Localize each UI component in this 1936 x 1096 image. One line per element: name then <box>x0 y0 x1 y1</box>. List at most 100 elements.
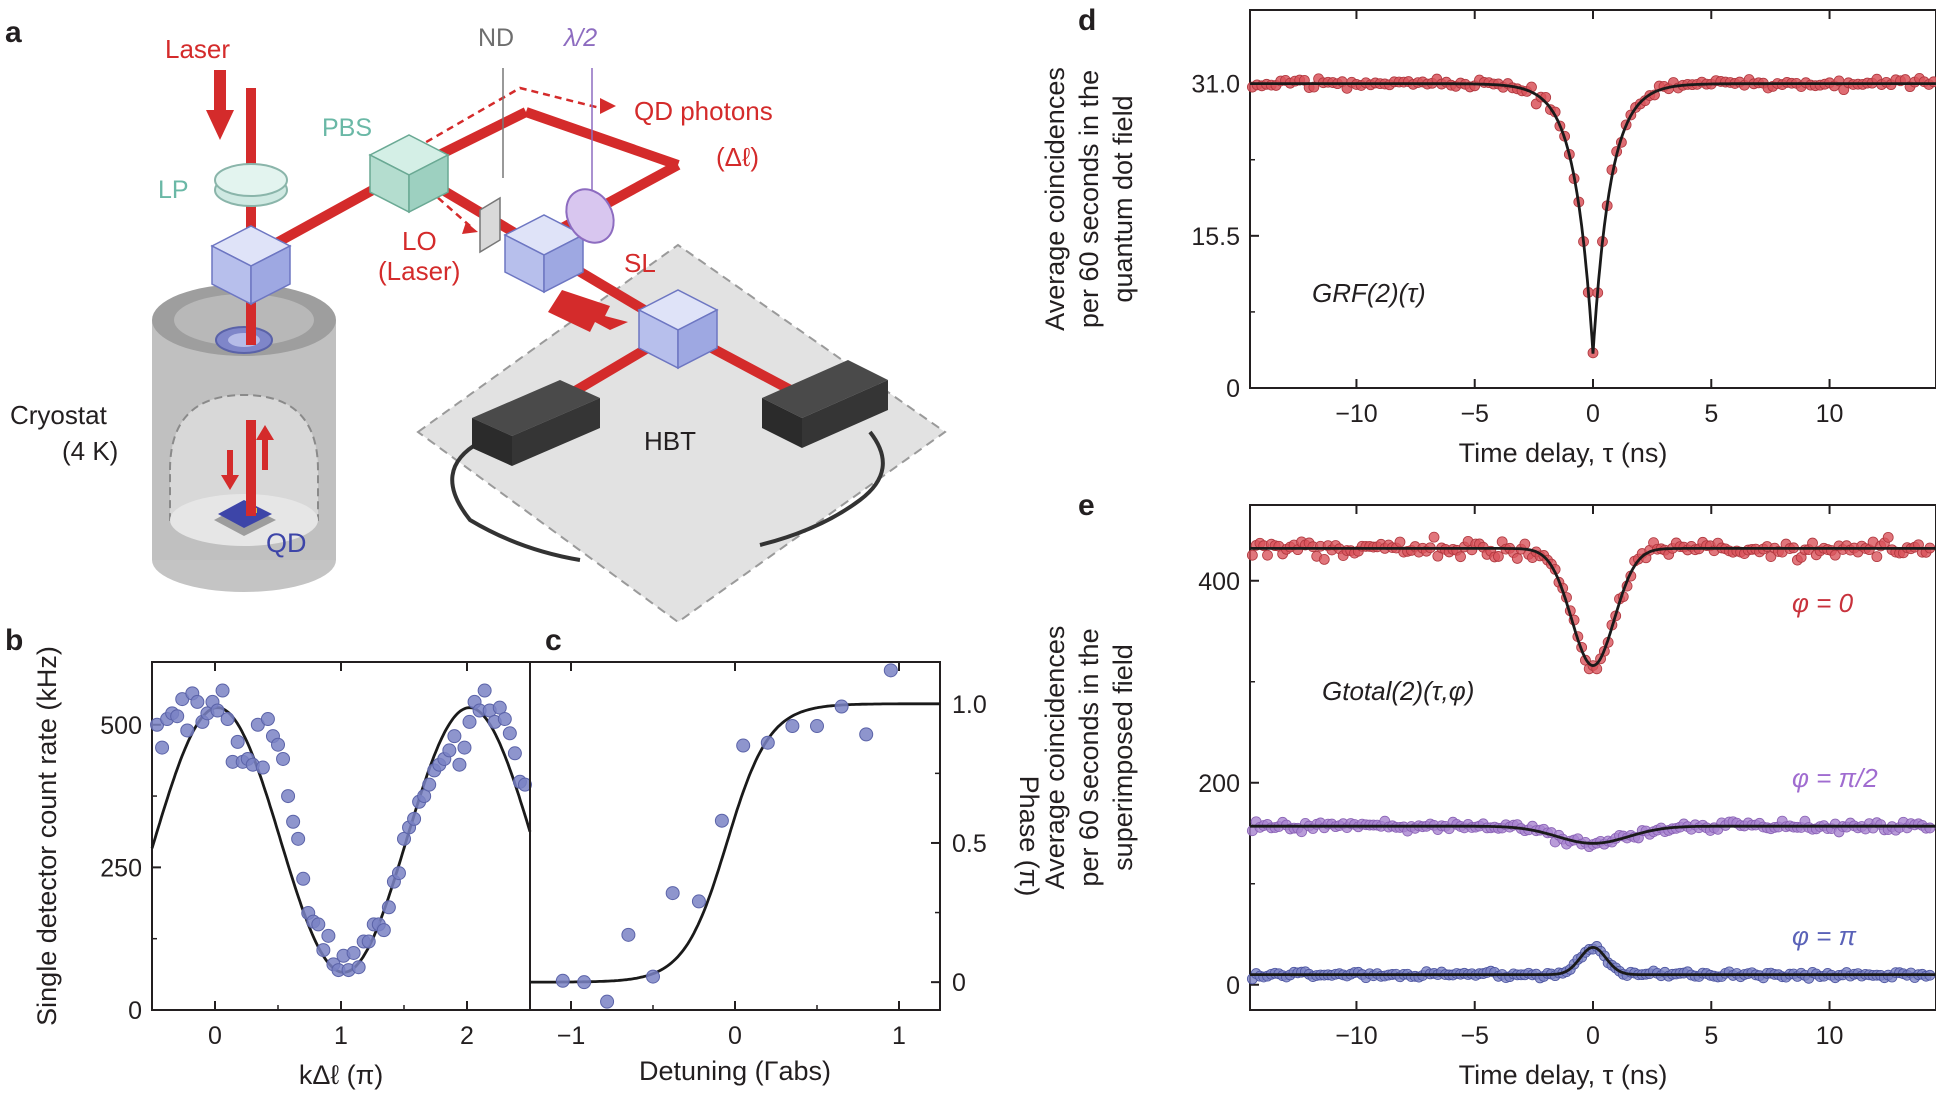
arrow-head <box>600 98 616 114</box>
data-point <box>646 969 660 984</box>
panel-label-c: c <box>545 624 562 657</box>
data-point <box>381 900 396 915</box>
data-point <box>457 740 472 755</box>
x-tick-label: 5 <box>1704 400 1718 428</box>
x-axis-label: kΔℓ (π) <box>299 1060 383 1090</box>
nd-filter <box>479 196 501 254</box>
y-tick-label: 31.0 <box>1191 71 1240 99</box>
data-point <box>321 928 336 943</box>
fit-curve <box>530 702 940 984</box>
data-point <box>1924 822 1936 834</box>
chart-e: −10 −5 0 5 10 0 200 400 Time delay, τ (ns) Averag… <box>1040 504 1936 1090</box>
data-point <box>492 700 507 715</box>
x-tick-label: 10 <box>1816 1022 1844 1050</box>
label-qd-photons: QD photons <box>634 96 773 126</box>
half-wave-plate <box>565 188 615 244</box>
qd-arrow-up <box>256 425 274 470</box>
data-point <box>502 726 517 741</box>
data-point <box>497 712 512 727</box>
panel-label-a: a <box>5 16 22 49</box>
plot-frame <box>529 661 941 1011</box>
data-point <box>311 917 326 932</box>
x-tick-label: −1 <box>557 1022 586 1050</box>
data-point <box>555 973 570 988</box>
y-axis-label: Phase (π) <box>1014 776 1044 897</box>
data-point <box>210 703 225 718</box>
label-lp: LP <box>158 176 189 204</box>
panel-label-d: d <box>1078 4 1096 37</box>
hbt-cube <box>637 289 719 370</box>
y-axis-label: Average coincidences per 60 seconds in th… <box>1040 67 1138 331</box>
y-axis-label-line: superimposed field <box>1108 644 1138 871</box>
fiber-right <box>759 430 885 547</box>
fit-curve <box>1250 547 1936 668</box>
data-point <box>1455 551 1466 563</box>
data-point <box>397 831 411 846</box>
data-point <box>1492 551 1504 562</box>
series-label: φ = 0 <box>1792 588 1854 618</box>
data-point <box>1882 531 1894 543</box>
data-point <box>291 831 306 846</box>
x-tick-label: 5 <box>1704 1022 1718 1050</box>
label-delta-l: (Δℓ) <box>716 142 759 172</box>
data-point <box>760 735 775 750</box>
detector-left <box>472 380 600 466</box>
cube-lower <box>210 225 292 306</box>
x-axis-label: Time delay, τ (ns) <box>1459 438 1668 468</box>
lp-filter <box>214 163 288 207</box>
x-tick-label: −10 <box>1335 1022 1377 1050</box>
data-point <box>1394 536 1406 548</box>
label-cryostat: Cryostat <box>10 400 108 430</box>
data-point <box>691 894 706 909</box>
y-axis-label-line: Average coincidences <box>1040 67 1070 331</box>
data-point <box>180 723 195 738</box>
data-point <box>1829 549 1841 561</box>
data-point <box>665 886 680 901</box>
detector-right <box>762 360 888 448</box>
data-point <box>447 729 462 744</box>
data-point <box>376 923 391 938</box>
y-axis-label-line: per 60 seconds in the <box>1074 628 1104 886</box>
data-point <box>316 943 331 958</box>
data-point <box>462 714 477 729</box>
label-temperature: (4 K) <box>62 436 118 466</box>
x-tick-label: 1 <box>892 1022 906 1050</box>
data-point <box>220 712 235 727</box>
y-tick-label: 0 <box>128 997 142 1025</box>
data-point <box>1318 553 1330 565</box>
fit-curve <box>1250 82 1936 354</box>
data-point <box>276 751 291 766</box>
y-tick-label: 500 <box>100 712 142 740</box>
data-point <box>215 683 230 698</box>
data-point <box>442 743 457 758</box>
y-axis-label-line: per 60 seconds in the <box>1074 70 1104 328</box>
data-point <box>351 960 366 975</box>
fit-curve <box>1250 945 1936 976</box>
data-point <box>517 777 532 792</box>
x-tick-label: 0 <box>208 1022 222 1050</box>
data-point <box>422 777 437 792</box>
panel-label-e: e <box>1078 489 1095 522</box>
y-tick-label: 400 <box>1198 568 1240 596</box>
data-point <box>346 945 361 960</box>
y-tick-label: 0.5 <box>952 830 987 858</box>
x-tick-label: 0 <box>728 1022 742 1050</box>
chart-b: 0 1 2 0 250 500 kΔℓ (π) Single detector count r… <box>32 646 532 1090</box>
annotation: GRF(2)(τ) <box>1312 278 1426 308</box>
data-point <box>1246 549 1258 561</box>
dashed-paths <box>394 86 601 227</box>
y-tick-label: 0 <box>1226 972 1240 1000</box>
data-point <box>230 734 245 749</box>
fit-curve <box>1250 824 1936 845</box>
data-point <box>507 746 522 761</box>
pbs-cube <box>368 134 450 214</box>
label-lo-laser: (Laser) <box>378 256 460 286</box>
data-point <box>736 738 751 753</box>
data-point <box>255 760 270 775</box>
data-point <box>1511 553 1523 564</box>
data-point <box>281 789 296 804</box>
x-tick-label: 1 <box>334 1022 348 1050</box>
data-point <box>452 757 467 772</box>
y-axis-label-line: quantum dot field <box>1108 95 1138 302</box>
